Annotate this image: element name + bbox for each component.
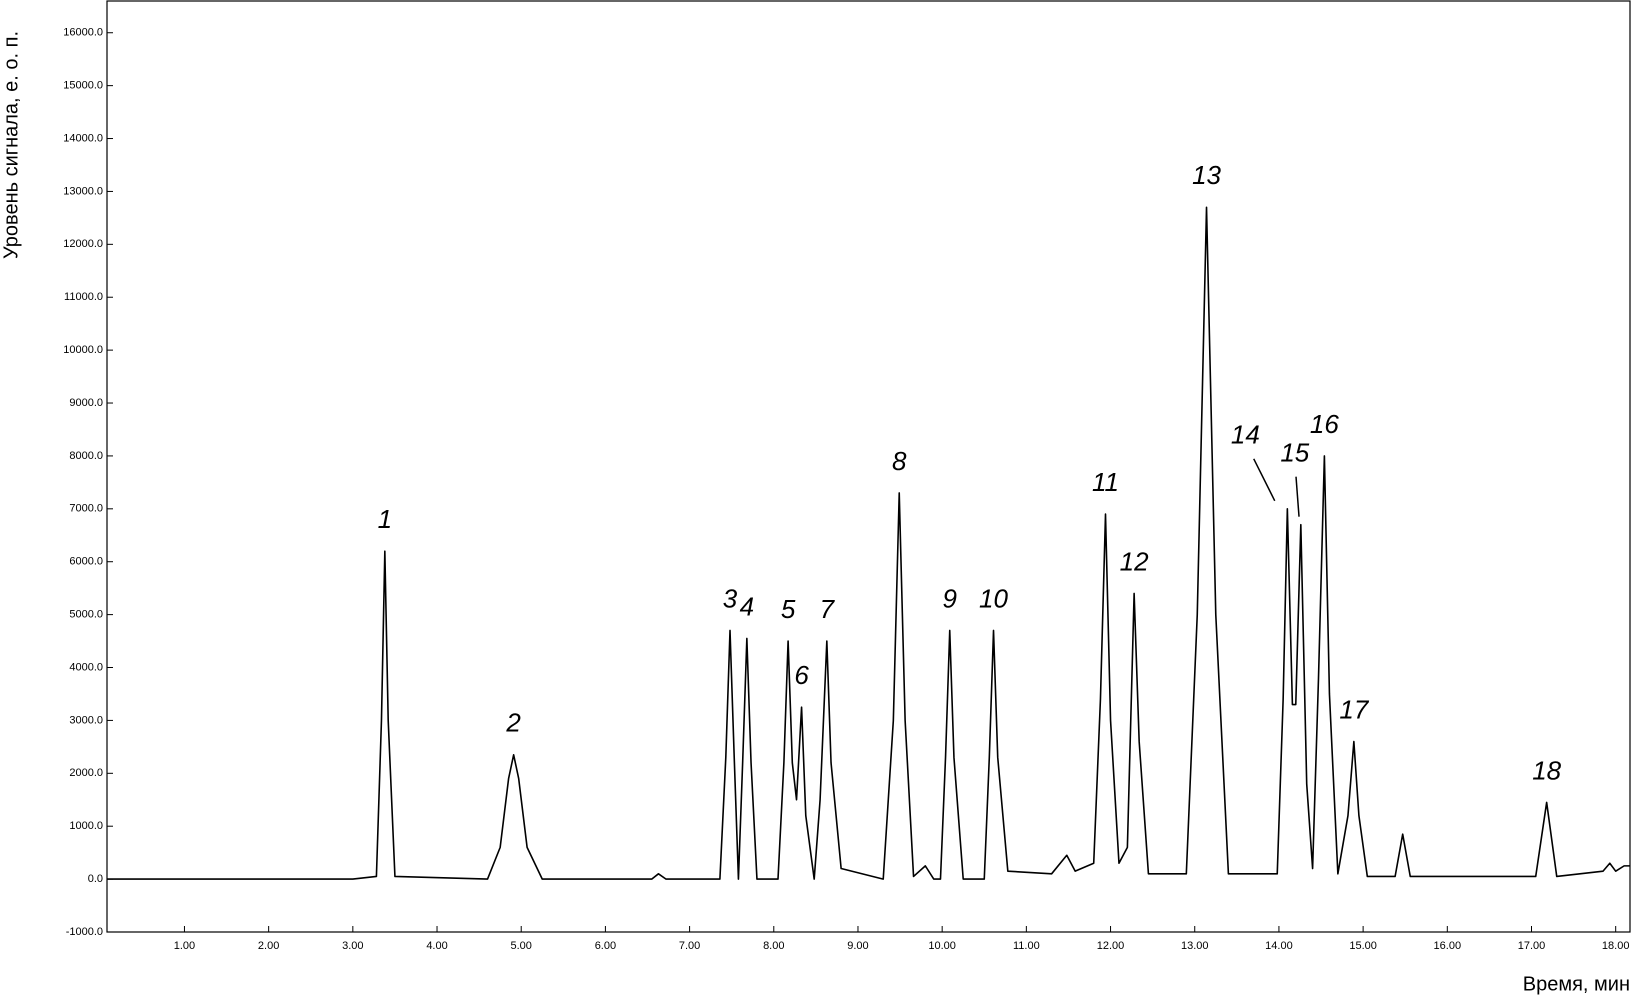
y-tick-label: 2000.0	[69, 767, 103, 779]
y-axis-title: Уровень сигнала, е. о. п.	[0, 31, 22, 259]
y-tick-label: 1000.0	[69, 820, 103, 832]
y-tick-label: 13000.0	[63, 185, 103, 197]
x-tick-label: 5.00	[511, 940, 532, 952]
peak-label: 4	[740, 591, 754, 621]
x-tick-label: 7.00	[679, 940, 700, 952]
peak-label: 6	[794, 660, 809, 690]
y-tick-label: 14000.0	[63, 132, 103, 144]
peak-label: 8	[892, 446, 907, 476]
y-tick-label: 9000.0	[69, 397, 103, 409]
y-tick-label: 10000.0	[63, 344, 103, 356]
x-tick-label: 15.00	[1349, 940, 1377, 952]
x-tick-label: 1.00	[174, 940, 195, 952]
peak-label: 3	[723, 583, 738, 613]
x-tick-label: 17.00	[1518, 940, 1546, 952]
y-tick-label: 16000.0	[63, 27, 103, 39]
x-tick-label: 3.00	[342, 940, 363, 952]
x-tick-label: 4.00	[426, 940, 447, 952]
x-tick-label: 9.00	[847, 940, 868, 952]
y-tick-label: 0.0	[88, 873, 103, 885]
peak-label: 13	[1192, 160, 1221, 190]
peak-label: 15	[1280, 438, 1309, 468]
x-tick-label: 8.00	[763, 940, 784, 952]
leader-line	[1253, 458, 1276, 502]
peak-label: 7	[820, 594, 836, 624]
peak-label: 18	[1532, 755, 1561, 785]
x-tick-label: 16.00	[1434, 940, 1462, 952]
x-axis-title: Время, мин	[1523, 973, 1630, 995]
x-tick-label: 12.00	[1097, 940, 1125, 952]
x-tick-label: 6.00	[595, 940, 616, 952]
peak-label: 5	[781, 594, 796, 624]
y-tick-label: 15000.0	[63, 80, 103, 92]
y-tick-label: 3000.0	[69, 714, 103, 726]
peak-label: 10	[979, 583, 1008, 613]
x-tick-label: 18.00	[1602, 940, 1630, 952]
peak-label: 16	[1310, 409, 1339, 439]
peak-label: 17	[1339, 694, 1369, 724]
signal-trace	[107, 206, 1630, 880]
y-tick-label: 8000.0	[69, 450, 103, 462]
x-tick-label: 2.00	[258, 940, 279, 952]
y-tick-label: 6000.0	[69, 556, 103, 568]
y-tick-label: 7000.0	[69, 503, 103, 515]
peak-label: 9	[943, 583, 957, 613]
leader-line	[1295, 476, 1300, 517]
peak-label: 1	[378, 504, 392, 534]
peak-label: 2	[505, 708, 521, 738]
x-tick-label: 10.00	[928, 940, 956, 952]
y-tick-label: 12000.0	[63, 238, 103, 250]
peak-label: 12	[1120, 546, 1149, 576]
y-tick-label: 11000.0	[64, 291, 103, 303]
y-tick-label: 5000.0	[69, 609, 103, 621]
x-tick-label: 13.00	[1181, 940, 1209, 952]
plot-frame	[106, 0, 1631, 933]
y-tick-label: -1000.0	[66, 926, 103, 938]
peak-label: 11	[1092, 467, 1119, 497]
x-tick-label: 14.00	[1265, 940, 1293, 952]
y-tick-label: 4000.0	[69, 661, 103, 673]
x-tick-label: 11.00	[1013, 940, 1040, 952]
peak-label: 14	[1231, 420, 1260, 450]
